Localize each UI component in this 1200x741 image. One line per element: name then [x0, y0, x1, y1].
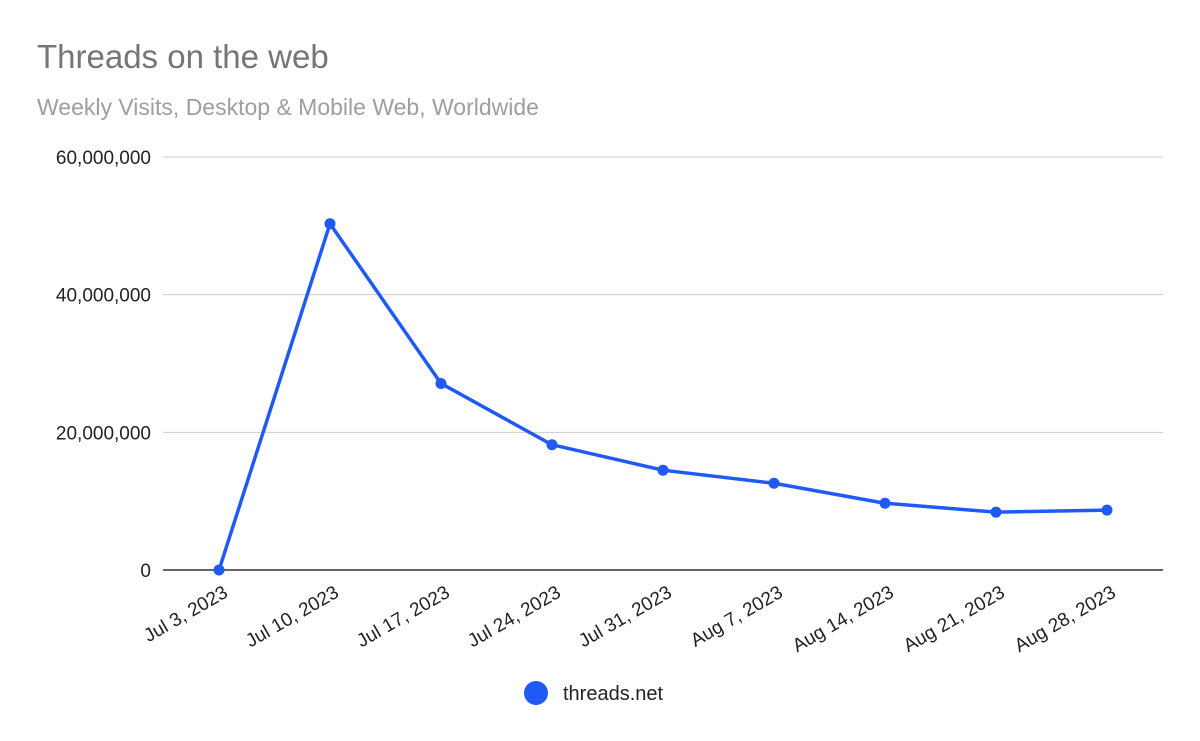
series-layer [213, 218, 1113, 576]
data-point [435, 377, 447, 389]
legend-marker [524, 681, 548, 705]
data-point [324, 218, 336, 230]
chart-subtitle: Weekly Visits, Desktop & Mobile Web, Wor… [37, 94, 539, 120]
x-tick-label: Aug 14, 2023 [789, 582, 897, 657]
y-axis-ticks: 0 20,000,000 40,000,000 60,000,000 [56, 148, 151, 582]
x-tick-label: Jul 3, 2023 [140, 582, 231, 647]
data-point [990, 506, 1002, 518]
x-axis-ticks: Jul 3, 2023 Jul 10, 2023 Jul 17, 2023 Jul 2… [140, 582, 1119, 657]
y-tick-label: 40,000,000 [56, 286, 151, 307]
x-tick-label: Aug 21, 2023 [900, 582, 1008, 657]
legend: threads.net [524, 681, 664, 705]
series-line [217, 222, 1109, 572]
x-tick-label: Jul 24, 2023 [464, 582, 564, 652]
x-tick-label: Jul 31, 2023 [575, 582, 675, 652]
x-tick-label: Jul 10, 2023 [242, 582, 342, 652]
chart-title: Threads on the web [37, 38, 329, 75]
x-tick-label: Jul 17, 2023 [353, 582, 453, 652]
x-tick-label: Aug 7, 2023 [687, 582, 786, 651]
data-point [546, 439, 558, 451]
y-tick-label: 60,000,000 [56, 148, 151, 169]
x-tick-label: Aug 28, 2023 [1011, 582, 1119, 657]
y-tick-label: 0 [140, 561, 151, 582]
y-tick-label: 20,000,000 [56, 423, 151, 444]
legend-label: threads.net [563, 683, 664, 705]
gridlines [163, 156, 1163, 571]
data-point [768, 477, 780, 489]
data-point [657, 464, 669, 476]
data-point [879, 497, 891, 509]
data-point [213, 564, 225, 576]
data-point [1101, 504, 1113, 516]
